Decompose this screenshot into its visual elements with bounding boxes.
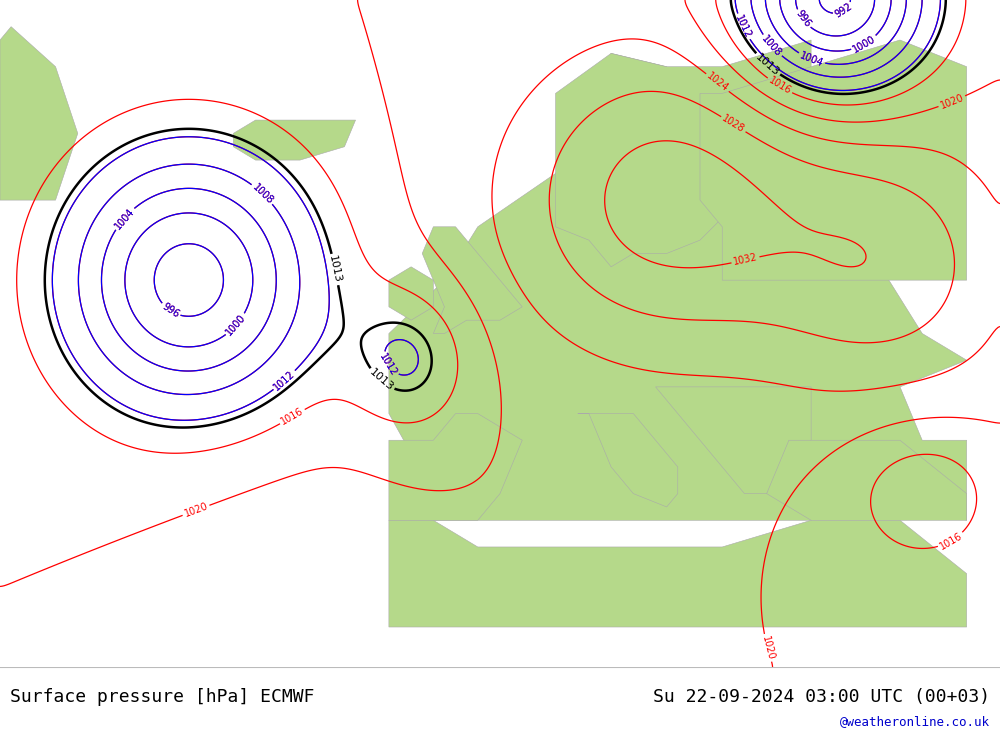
Text: 1024: 1024 (705, 71, 730, 94)
Text: 1012: 1012 (272, 369, 297, 392)
Polygon shape (389, 267, 433, 320)
Text: 996: 996 (160, 301, 181, 320)
Text: 1013: 1013 (327, 255, 343, 284)
Polygon shape (556, 40, 811, 267)
Polygon shape (656, 387, 811, 493)
Text: @weatheronline.co.uk: @weatheronline.co.uk (840, 715, 990, 728)
Text: 1000: 1000 (224, 312, 248, 337)
Text: 1004: 1004 (798, 50, 825, 68)
Text: 1020: 1020 (939, 92, 965, 111)
Polygon shape (389, 520, 967, 627)
Polygon shape (767, 441, 967, 520)
Text: 1016: 1016 (938, 531, 964, 551)
Text: 1020: 1020 (183, 501, 209, 519)
Text: 992: 992 (833, 1, 854, 20)
Polygon shape (389, 54, 967, 520)
Text: 1008: 1008 (760, 34, 784, 59)
Text: Su 22-09-2024 03:00 UTC (00+03): Su 22-09-2024 03:00 UTC (00+03) (653, 688, 990, 706)
Text: 1004: 1004 (112, 206, 136, 231)
Text: 1016: 1016 (766, 75, 793, 97)
Text: 996: 996 (793, 9, 812, 29)
Polygon shape (0, 26, 78, 200)
Polygon shape (578, 413, 678, 507)
Text: 1020: 1020 (760, 635, 776, 661)
Text: 992: 992 (833, 1, 854, 20)
Polygon shape (700, 40, 967, 280)
Text: 1000: 1000 (224, 312, 248, 337)
Text: 1000: 1000 (851, 34, 877, 54)
Text: 996: 996 (793, 9, 812, 29)
Text: 1012: 1012 (272, 369, 297, 392)
Text: 996: 996 (160, 301, 181, 320)
Text: 1008: 1008 (250, 182, 275, 206)
Polygon shape (422, 226, 522, 334)
Text: 1012: 1012 (377, 352, 399, 378)
Text: 1004: 1004 (112, 206, 136, 231)
Text: 1016: 1016 (279, 406, 305, 427)
Polygon shape (233, 120, 356, 160)
Text: 1012: 1012 (733, 13, 753, 40)
Text: Surface pressure [hPa] ECMWF: Surface pressure [hPa] ECMWF (10, 688, 314, 706)
Text: 1013: 1013 (367, 367, 395, 394)
Text: 1032: 1032 (732, 252, 759, 268)
Text: 1008: 1008 (760, 34, 784, 59)
Text: 1028: 1028 (720, 114, 746, 135)
Text: 1008: 1008 (250, 182, 275, 206)
Text: 1004: 1004 (798, 50, 825, 68)
Text: 1012: 1012 (377, 352, 399, 378)
Text: 1012: 1012 (733, 13, 753, 40)
Text: 1013: 1013 (754, 51, 781, 78)
Polygon shape (389, 413, 522, 520)
Text: 1000: 1000 (851, 34, 877, 54)
